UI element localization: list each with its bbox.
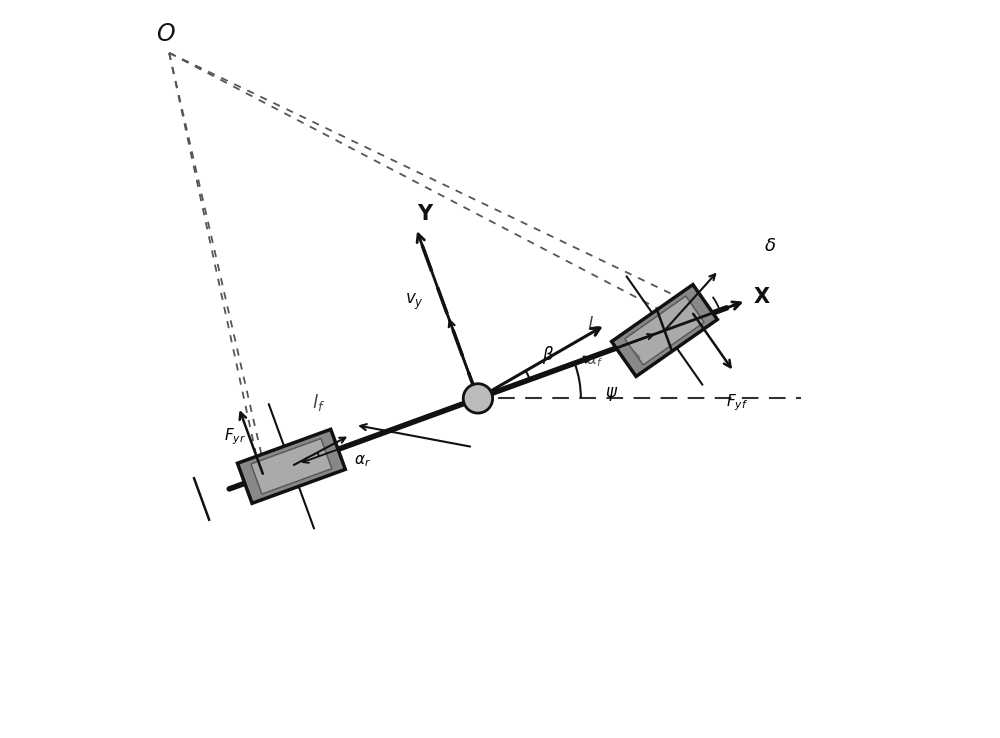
Text: $\alpha_r$: $\alpha_r$	[354, 454, 371, 469]
Polygon shape	[237, 430, 345, 503]
Polygon shape	[625, 296, 704, 365]
Text: $\alpha_f$: $\alpha_f$	[586, 353, 603, 369]
Text: $l_f$: $l_f$	[312, 393, 325, 413]
Text: $F_{yf}$: $F_{yf}$	[726, 393, 749, 413]
Text: O: O	[156, 22, 175, 46]
Text: $\beta$: $\beta$	[542, 344, 554, 366]
Text: $v_y$: $v_y$	[405, 292, 424, 312]
Text: Y: Y	[417, 204, 433, 224]
Polygon shape	[612, 285, 717, 376]
Text: $\delta$: $\delta$	[764, 237, 777, 255]
Text: $v_x$: $v_x$	[626, 326, 645, 344]
Text: $F_{yr}$: $F_{yr}$	[224, 427, 246, 447]
Polygon shape	[251, 438, 332, 494]
Text: $l_r$: $l_r$	[587, 314, 600, 334]
Text: $\psi$: $\psi$	[605, 385, 619, 404]
Text: X: X	[753, 286, 769, 306]
Circle shape	[463, 384, 493, 413]
